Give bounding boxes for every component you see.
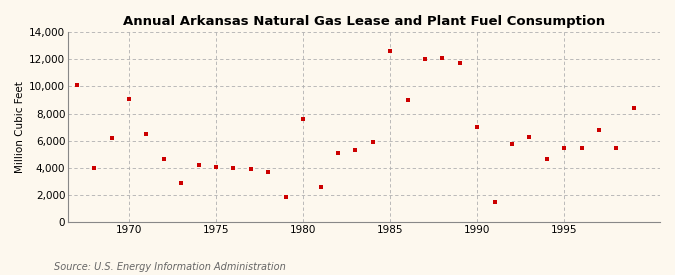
Point: [489, 200, 500, 204]
Point: [89, 166, 100, 170]
Point: [507, 141, 518, 146]
Point: [263, 170, 273, 174]
Point: [559, 145, 570, 150]
Point: [472, 125, 483, 130]
Y-axis label: Million Cubic Feet: Million Cubic Feet: [15, 81, 25, 173]
Point: [454, 61, 465, 65]
Point: [246, 167, 256, 172]
Point: [367, 140, 378, 144]
Point: [541, 156, 552, 161]
Point: [72, 83, 82, 87]
Point: [280, 194, 291, 199]
Point: [420, 57, 431, 61]
Point: [315, 185, 326, 189]
Point: [385, 49, 396, 53]
Point: [437, 56, 448, 60]
Point: [594, 128, 605, 132]
Point: [176, 181, 186, 185]
Point: [211, 164, 221, 169]
Point: [106, 136, 117, 140]
Point: [124, 97, 134, 101]
Point: [228, 166, 239, 170]
Title: Annual Arkansas Natural Gas Lease and Plant Fuel Consumption: Annual Arkansas Natural Gas Lease and Pl…: [123, 15, 605, 28]
Point: [350, 148, 360, 153]
Point: [611, 145, 622, 150]
Point: [193, 163, 204, 167]
Point: [159, 156, 169, 161]
Point: [141, 132, 152, 136]
Point: [333, 151, 344, 155]
Text: Source: U.S. Energy Information Administration: Source: U.S. Energy Information Administ…: [54, 262, 286, 272]
Point: [402, 98, 413, 102]
Point: [524, 134, 535, 139]
Point: [628, 106, 639, 110]
Point: [298, 117, 308, 121]
Point: [576, 145, 587, 150]
